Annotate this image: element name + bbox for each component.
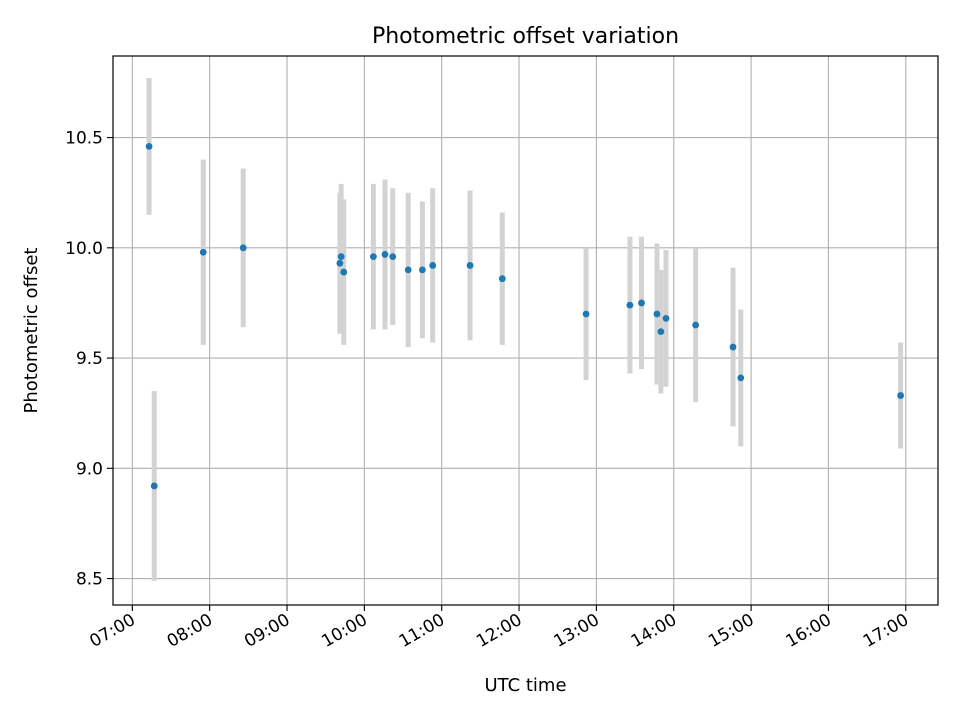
data-point [340,268,348,276]
data-point [662,314,670,322]
x-tick-label: 15:00 [705,610,757,652]
data-point [336,259,344,267]
data-point [239,244,247,252]
data-point [582,310,590,318]
data-point [692,321,700,329]
y-tick-label: 9.0 [76,459,103,479]
data-point [498,275,506,283]
x-tick-label: 13:00 [550,610,602,652]
data-point [145,142,153,150]
data-point [337,253,345,261]
data-point [466,262,474,269]
data-point [657,328,665,336]
data-point [199,248,207,256]
x-axis-ticks: 07:00 08:00 09:00 10:00 11:00 12:00 13:00 14:00… [86,605,912,652]
data-point [737,374,745,382]
data-point [429,262,437,269]
data-point [653,310,661,318]
chart-title: Photometric offset variation [372,24,679,49]
x-tick-label: 08:00 [164,610,216,652]
x-tick-label: 07:00 [86,610,138,652]
plot-frame [112,55,939,606]
data-point [404,266,412,274]
data-point [418,266,426,274]
data-point [389,253,397,261]
y-tick-label: 10.0 [65,239,103,259]
x-tick-label: 10:00 [318,610,370,652]
y-axis-label: Photometric offset [21,248,42,414]
data-point [638,299,645,307]
x-tick-label: 17:00 [860,610,912,652]
y-tick-label: 8.5 [76,570,103,590]
error-bars [146,78,904,581]
x-tick-label: 12:00 [473,610,525,652]
x-tick-label: 11:00 [396,610,448,652]
data-point [626,301,634,309]
data-point [381,251,389,258]
x-axis-label: UTC time [484,675,566,696]
data-point [150,482,158,490]
data-point [729,343,737,351]
grid-lines [113,56,938,605]
data-point [897,392,905,399]
y-tick-label: 10.5 [65,129,103,149]
data-points [145,142,905,490]
x-tick-label: 14:00 [628,610,680,652]
data-point [369,253,377,261]
y-tick-label: 9.5 [76,349,103,369]
y-axis-ticks: 8.5 9.0 9.5 10.0 10.5 [65,129,113,590]
x-tick-label: 09:00 [241,610,293,652]
x-tick-label: 16:00 [782,610,834,652]
